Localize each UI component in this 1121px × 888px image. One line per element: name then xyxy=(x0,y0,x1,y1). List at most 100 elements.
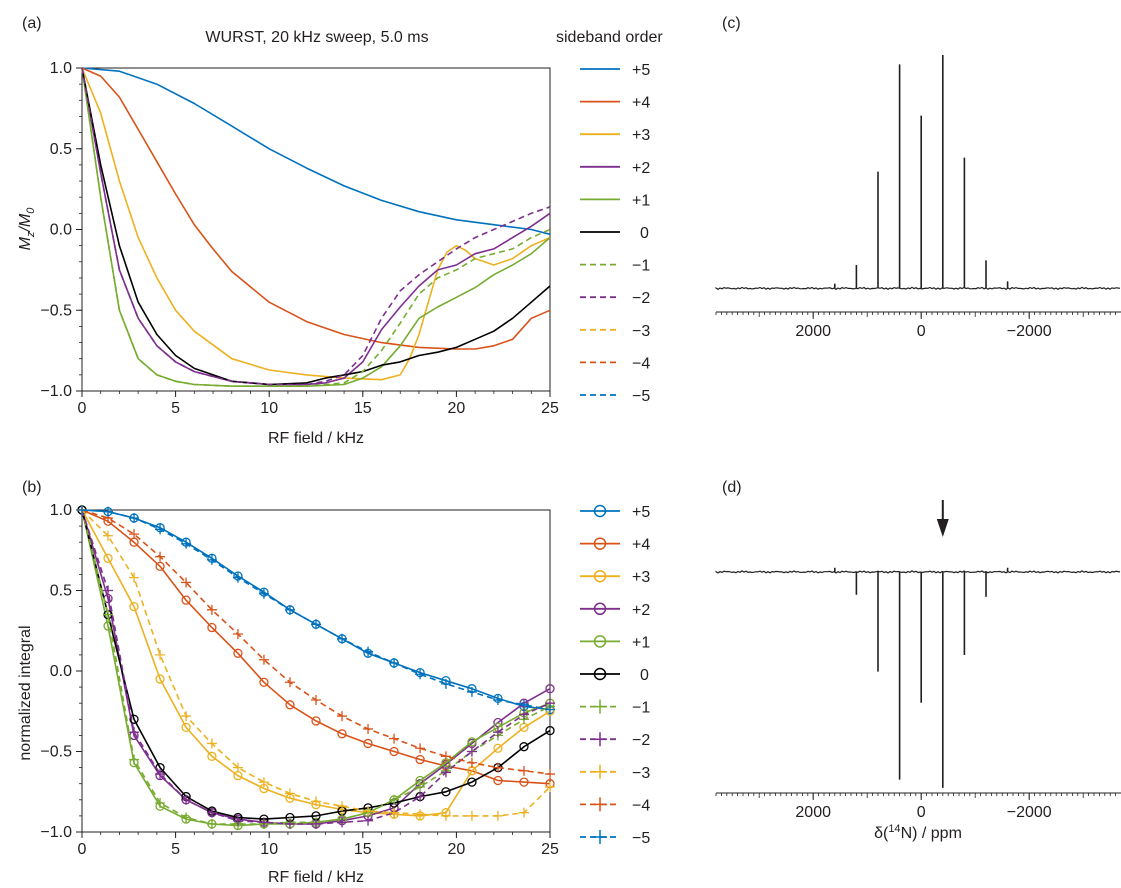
data-point xyxy=(493,775,503,786)
x-tick-label: 15 xyxy=(354,400,372,417)
data-point xyxy=(285,700,295,710)
data-point xyxy=(545,684,555,694)
data-point xyxy=(155,769,166,780)
data-point xyxy=(103,621,113,631)
spectrum-c: 2000 0 −2000 xyxy=(715,55,1121,340)
data-point xyxy=(206,738,217,749)
series-line xyxy=(81,67,551,381)
data-point xyxy=(466,746,477,757)
data-point xyxy=(545,704,555,715)
legend-label: +1 xyxy=(632,192,650,209)
data-point xyxy=(311,818,321,829)
legend-marker xyxy=(593,537,607,550)
legend-label: −4 xyxy=(632,797,650,814)
data-point xyxy=(337,817,348,828)
x-tick-label: 2000 xyxy=(795,804,831,821)
series-line xyxy=(81,67,551,236)
data-point xyxy=(207,751,217,761)
spectrum-baseline xyxy=(715,570,1121,574)
data-point xyxy=(181,812,192,823)
legend-marker xyxy=(593,504,607,518)
panel-label-b: (b) xyxy=(22,479,42,496)
data-point xyxy=(467,737,477,747)
data-point xyxy=(155,551,166,562)
data-point xyxy=(207,622,217,633)
series-line xyxy=(81,67,551,388)
data-point xyxy=(103,530,114,541)
annotation-arrow-head xyxy=(936,519,949,537)
data-point xyxy=(181,794,192,805)
data-point xyxy=(232,572,243,583)
data-point xyxy=(181,722,191,732)
data-point xyxy=(258,817,269,828)
legend-label: +4 xyxy=(632,95,650,112)
data-point xyxy=(440,678,451,689)
data-point xyxy=(155,798,166,809)
y-tick-label: 1.0 xyxy=(50,60,72,77)
x-tick-label: 0 xyxy=(78,400,87,417)
data-point xyxy=(466,757,477,768)
x-tick-label: 20 xyxy=(448,400,466,417)
plot-frame xyxy=(81,67,551,392)
data-point xyxy=(129,727,140,738)
data-point xyxy=(258,777,269,788)
y-tick-label: −1.0 xyxy=(40,824,72,841)
y-tick-label: −0.5 xyxy=(40,302,72,319)
data-point xyxy=(545,769,555,780)
y-tick-label: −0.5 xyxy=(40,744,72,761)
data-point xyxy=(545,725,555,736)
data-point xyxy=(545,781,555,792)
spectrum-baseline xyxy=(715,286,1121,291)
legend-label: +2 xyxy=(632,160,650,177)
legend-label: +3 xyxy=(632,569,650,586)
data-point xyxy=(181,595,191,605)
data-point xyxy=(492,727,503,738)
data-point xyxy=(519,742,529,752)
chart-b-xlabel: RF field / kHz xyxy=(268,869,364,886)
x-tick-label: −2000 xyxy=(1007,323,1052,340)
legend-label: +5 xyxy=(632,62,650,79)
x-tick-label: 25 xyxy=(541,841,559,858)
y-tick-label: 1.0 xyxy=(50,502,72,519)
data-point xyxy=(389,657,400,668)
y-tick-label: 0.5 xyxy=(50,141,72,158)
x-tick-label: 0 xyxy=(917,804,926,821)
data-point xyxy=(389,807,400,818)
data-point xyxy=(518,807,529,818)
data-point xyxy=(466,686,477,697)
data-point xyxy=(311,796,321,807)
series-line xyxy=(81,509,551,817)
legend-title: sideband order xyxy=(556,29,663,46)
data-point xyxy=(493,743,503,753)
x-tick-label: 0 xyxy=(78,841,87,858)
data-point xyxy=(181,711,192,722)
data-point xyxy=(206,807,217,818)
data-point xyxy=(363,806,374,817)
data-point xyxy=(155,561,165,571)
legend-label: −2 xyxy=(632,732,650,749)
data-point xyxy=(518,709,529,720)
legend-marker xyxy=(593,667,607,681)
x-tick-label: 5 xyxy=(171,400,180,417)
data-point xyxy=(415,791,426,802)
data-point xyxy=(415,743,426,754)
data-point xyxy=(415,809,426,820)
data-point xyxy=(311,716,321,726)
data-point xyxy=(311,619,321,630)
data-point xyxy=(440,751,451,762)
x-tick-label: 5 xyxy=(171,841,180,858)
data-point xyxy=(284,788,295,799)
legend-marker xyxy=(593,569,607,583)
data-point xyxy=(129,529,140,540)
data-point xyxy=(103,506,114,517)
legend-marker xyxy=(593,699,607,714)
legend-label: 0 xyxy=(640,667,649,684)
data-point xyxy=(363,815,374,826)
spectrum-d: 2000 0 −2000 xyxy=(715,500,1121,821)
panel-label-c: (c) xyxy=(722,15,741,32)
data-point xyxy=(337,633,348,644)
x-tick-label: −2000 xyxy=(1007,804,1052,821)
chart-a-ylabel: Mz/M0 xyxy=(17,207,37,251)
data-point xyxy=(155,524,166,535)
